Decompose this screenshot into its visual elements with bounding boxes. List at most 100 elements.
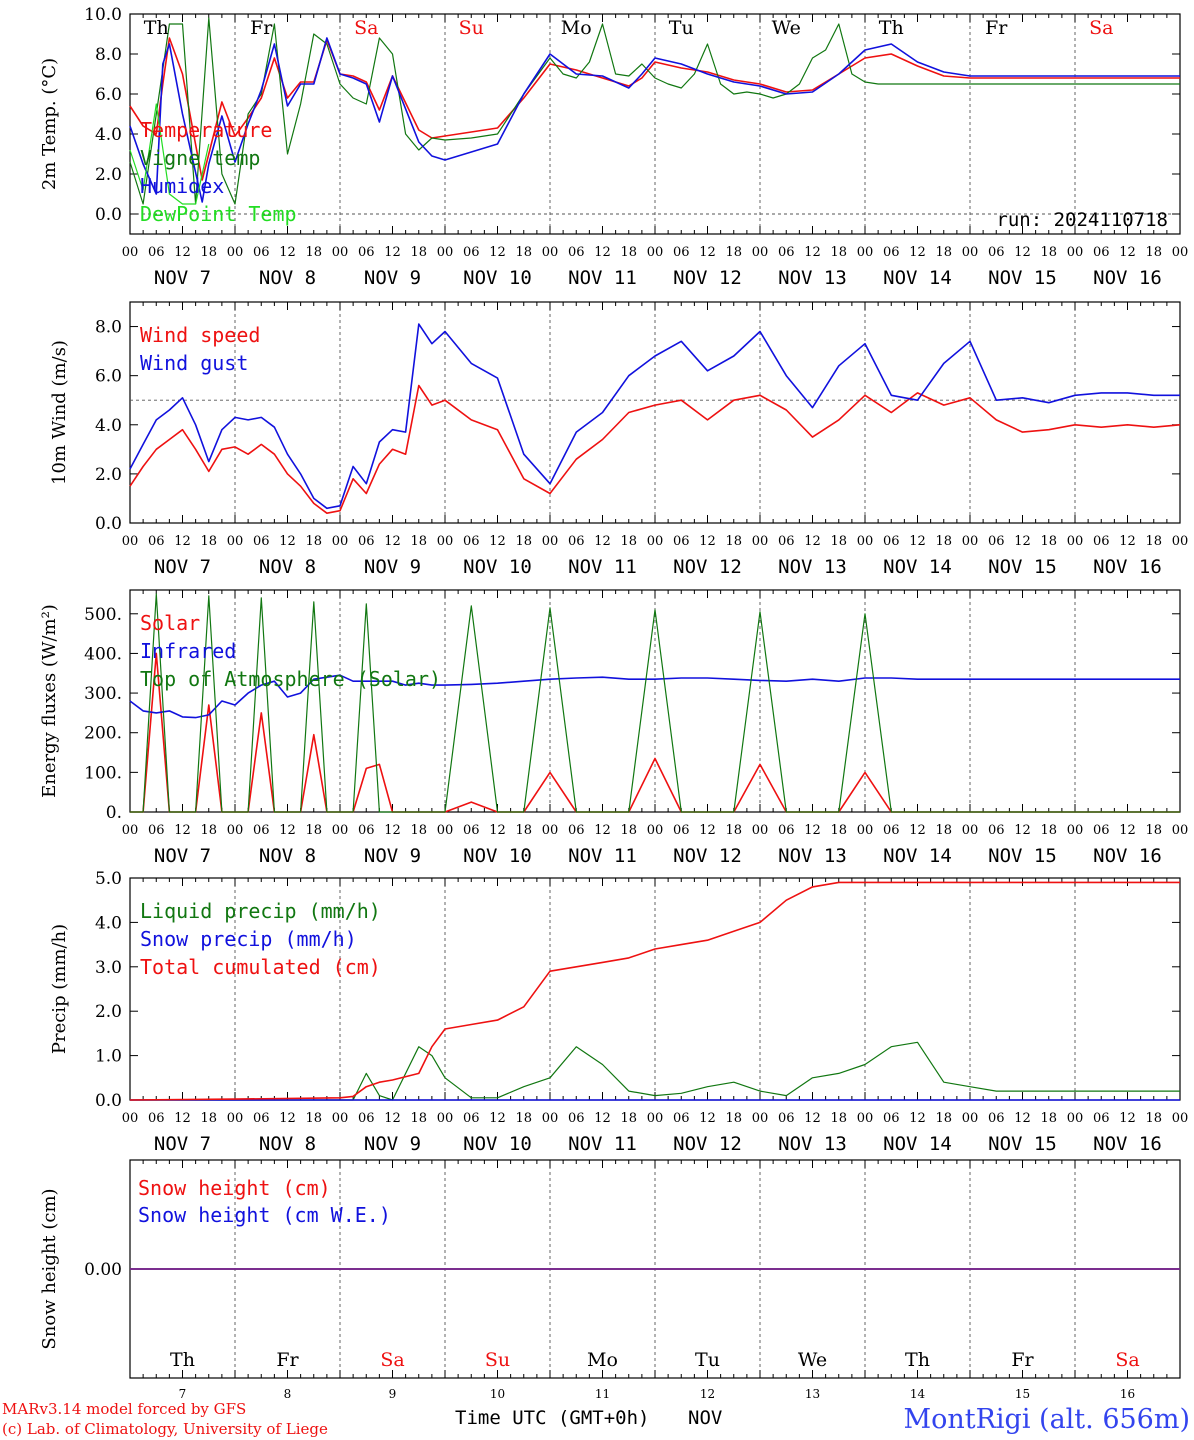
hour-tick-label: 12 (279, 245, 296, 260)
hour-tick-label: 12 (1119, 245, 1136, 260)
hour-tick-label: 12 (489, 1111, 506, 1126)
hour-tick-label: 18 (725, 823, 742, 838)
date-label: NOV 8 (259, 556, 316, 578)
hour-tick-label: 12 (594, 245, 611, 260)
panel-3-ytick-label: 2.0 (95, 1002, 122, 1022)
date-label: NOV 8 (259, 845, 316, 867)
day-number-label: 8 (284, 1387, 292, 1401)
hour-tick-label: 06 (358, 534, 375, 549)
hour-tick-label: 00 (647, 534, 664, 549)
hour-tick-label: 18 (620, 245, 637, 260)
hour-tick-label: 18 (200, 245, 217, 260)
hour-tick-label: 12 (279, 1111, 296, 1126)
panel-2-ytick-label: 0. (106, 803, 122, 823)
hour-tick-label: 00 (1067, 245, 1084, 260)
hour-tick-label: 12 (804, 534, 821, 549)
date-label: NOV 16 (1093, 845, 1162, 867)
weekday-label-bottom: Fr (1011, 1349, 1034, 1371)
legend-entry-3-2: Total cumulated (cm) (140, 955, 381, 979)
hour-tick-label: 00 (1067, 823, 1084, 838)
hour-tick-label: 18 (1040, 245, 1057, 260)
x-axis-title: Time UTC (GMT+0h) (455, 1407, 649, 1429)
hour-tick-label: 12 (384, 823, 401, 838)
hour-tick-label: 00 (1067, 1111, 1084, 1126)
hour-tick-label: 00 (647, 1111, 664, 1126)
station-name: MontRigi (alt. 656m) (903, 1404, 1190, 1435)
panel-2-ytick-label: 100. (84, 763, 122, 783)
weekday-label-bottom: We (798, 1349, 827, 1371)
hour-tick-label: 18 (725, 245, 742, 260)
hour-tick-label: 06 (253, 534, 270, 549)
weekday-label-top: Th (144, 17, 169, 39)
date-label: NOV 15 (988, 556, 1057, 578)
weekday-label-top: Th (879, 17, 904, 39)
day-number-label: 13 (805, 1387, 820, 1401)
date-label: NOV 12 (673, 1133, 742, 1155)
hour-tick-label: 00 (962, 534, 979, 549)
hour-tick-label: 06 (883, 823, 900, 838)
hour-tick-label: 18 (515, 1111, 532, 1126)
run-label: run: 2024110718 (996, 209, 1168, 231)
hour-tick-label: 00 (962, 823, 979, 838)
hour-tick-label: 18 (305, 245, 322, 260)
series-line-1-0 (129, 384, 1181, 515)
hour-tick-label: 12 (909, 1111, 926, 1126)
hour-tick-label: 00 (122, 1111, 139, 1126)
panel-0-ytick-label: 10.0 (84, 5, 122, 25)
hour-tick-label: 18 (1040, 1111, 1057, 1126)
panel-3-ytick-label: 4.0 (95, 913, 122, 933)
day-number-label: 7 (179, 1387, 187, 1401)
hour-tick-label: 18 (515, 534, 532, 549)
panel-1-ytick-label: 8.0 (95, 318, 122, 338)
hour-tick-label: 00 (857, 1111, 874, 1126)
hour-tick-label: 06 (463, 823, 480, 838)
date-label: NOV 9 (364, 1133, 421, 1155)
series-line-0-3 (129, 103, 210, 205)
hour-tick-label-end: 00 (1172, 823, 1189, 838)
panel-2-ytick-label: 300. (84, 684, 122, 704)
date-label: NOV 9 (364, 845, 421, 867)
hour-tick-label: 18 (410, 534, 427, 549)
legend-entry-4-1: Snow height (cm W.E.) (138, 1203, 391, 1227)
hour-tick-label: 12 (804, 245, 821, 260)
hour-tick-label: 00 (437, 1111, 454, 1126)
date-label: NOV 9 (364, 267, 421, 289)
hour-tick-label: 06 (778, 823, 795, 838)
weekday-label-bottom: Sa (1115, 1349, 1139, 1371)
hour-tick-label: 18 (1040, 534, 1057, 549)
hour-tick-label: 00 (227, 823, 244, 838)
hour-tick-label: 18 (1040, 823, 1057, 838)
hour-tick-label: 12 (909, 823, 926, 838)
hour-tick-label: 00 (437, 245, 454, 260)
hour-tick-label: 18 (620, 823, 637, 838)
hour-tick-label: 00 (647, 823, 664, 838)
hour-tick-label: 06 (1093, 245, 1110, 260)
day-number-label: 10 (490, 1387, 505, 1401)
hour-tick-label: 18 (620, 1111, 637, 1126)
series-line-1-1 (129, 323, 1180, 510)
panel-4-ytick-label: 0.00 (84, 1260, 122, 1280)
hour-tick-label: 06 (253, 1111, 270, 1126)
hour-tick-label: 00 (542, 534, 559, 549)
date-label: NOV 10 (463, 1133, 532, 1155)
hour-tick-label: 12 (909, 245, 926, 260)
hour-tick-label: 18 (935, 534, 952, 549)
date-label: NOV 12 (673, 267, 742, 289)
hour-tick-label: 06 (673, 245, 690, 260)
hour-tick-label: 06 (778, 534, 795, 549)
date-label: NOV 12 (673, 556, 742, 578)
hour-tick-label: 12 (594, 534, 611, 549)
hour-tick-label: 06 (1093, 1111, 1110, 1126)
hour-tick-label: 00 (122, 823, 139, 838)
panel-0-ytick-label: 2.0 (95, 165, 122, 185)
date-label: NOV 16 (1093, 1133, 1162, 1155)
panel-3-ytick-label: 1.0 (95, 1047, 122, 1067)
hour-tick-label: 06 (253, 245, 270, 260)
date-label: NOV 7 (154, 556, 211, 578)
series-line-0-1 (129, 17, 1180, 205)
hour-tick-label: 06 (358, 1111, 375, 1126)
hour-tick-label: 00 (752, 823, 769, 838)
hour-tick-label: 00 (437, 823, 454, 838)
hour-tick-label: 06 (1093, 534, 1110, 549)
